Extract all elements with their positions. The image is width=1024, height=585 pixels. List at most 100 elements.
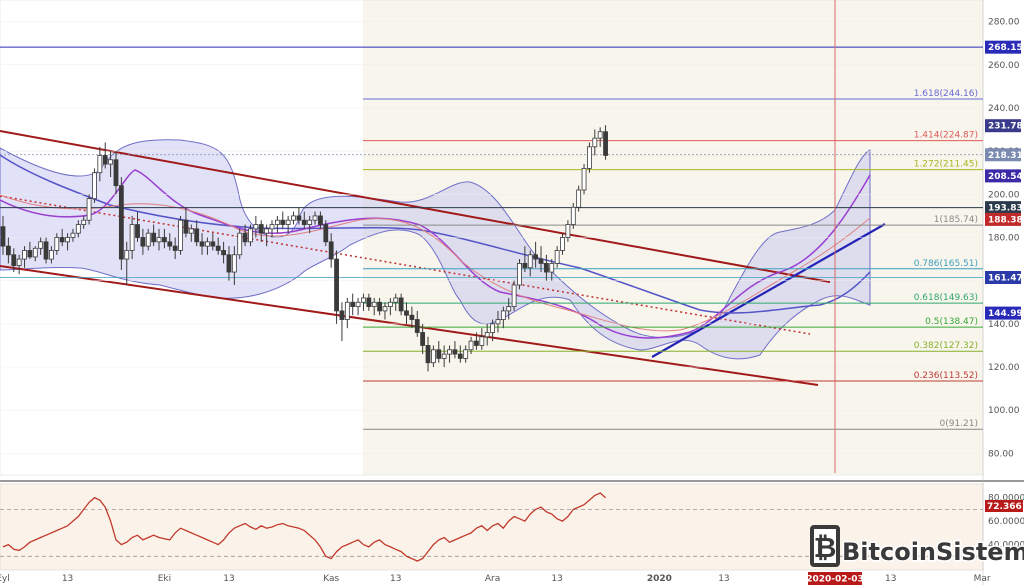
candle-down bbox=[172, 245, 178, 251]
price-badge bbox=[985, 40, 1021, 54]
rsi-last-badge bbox=[985, 500, 1023, 512]
candle-down bbox=[226, 254, 232, 273]
fib-level-label: 0(91.21) bbox=[939, 419, 978, 429]
logo-text: BitcoinSistemi bbox=[842, 538, 1024, 566]
candle-up bbox=[495, 319, 501, 325]
candle-up bbox=[581, 168, 587, 191]
time-tick-label: 2020 bbox=[647, 574, 672, 584]
price-badge-label: 193.83 bbox=[988, 204, 1023, 214]
candle-up bbox=[597, 131, 603, 139]
candle-up bbox=[108, 159, 113, 165]
price-tick-label: 240.00 bbox=[988, 104, 1020, 114]
candle-down bbox=[0, 226, 6, 247]
moving-average-fast bbox=[0, 169, 871, 339]
candle-up bbox=[570, 206, 576, 225]
candle-up bbox=[549, 263, 555, 273]
price-badge bbox=[985, 271, 1021, 285]
candle-up bbox=[371, 301, 377, 307]
candle-up bbox=[231, 254, 237, 273]
uptrend-line bbox=[651, 223, 886, 358]
candle-up bbox=[291, 215, 296, 221]
rsi-last-label: 72.3661 bbox=[987, 502, 1024, 512]
fibonacci-levels: 1.618(244.16) 1.414(224.87) 1.272(211.45) 1… bbox=[0, 46, 983, 430]
candle-down bbox=[215, 245, 221, 251]
candle-down bbox=[242, 232, 248, 243]
candle-down bbox=[457, 353, 463, 359]
candle-down bbox=[59, 237, 65, 243]
candle-up bbox=[86, 198, 92, 221]
candle-up bbox=[205, 241, 210, 247]
candle-down bbox=[366, 297, 372, 307]
candle-up bbox=[129, 224, 135, 251]
candle-up bbox=[382, 306, 388, 312]
price-badge-label: 231.78 bbox=[988, 122, 1023, 132]
time-tick-label: Ara bbox=[485, 574, 500, 584]
price-badge-label: 218.31 bbox=[988, 151, 1023, 161]
logo-mark bbox=[810, 525, 840, 567]
price-tick-label: 80.00 bbox=[988, 449, 1014, 459]
candle-up bbox=[145, 232, 151, 247]
candle-up bbox=[65, 237, 70, 243]
candle-up bbox=[178, 219, 183, 251]
channel-lower-line bbox=[0, 265, 819, 386]
candle-up bbox=[463, 349, 469, 359]
fib-level-label: 1.414(224.87) bbox=[914, 131, 978, 141]
moving-average-red bbox=[0, 194, 871, 332]
candle-down bbox=[436, 349, 442, 359]
candle-up bbox=[49, 250, 54, 260]
candle-down bbox=[161, 237, 167, 243]
candle-up bbox=[592, 137, 598, 148]
time-tick-label: 13 bbox=[885, 574, 896, 584]
candle-up bbox=[97, 155, 103, 174]
candle-down bbox=[452, 349, 458, 355]
candle-up bbox=[490, 323, 495, 333]
candle-up bbox=[274, 219, 280, 225]
rsi-tick-label: 80.0000 bbox=[988, 494, 1024, 504]
candle-up bbox=[387, 301, 393, 307]
time-tick-label: 13 bbox=[390, 574, 401, 584]
price-badge bbox=[985, 148, 1021, 162]
candle-down bbox=[328, 241, 334, 260]
candle-up bbox=[248, 228, 253, 243]
price-badge-label: 161.47 bbox=[988, 274, 1023, 284]
candle-down bbox=[27, 250, 33, 258]
candle-up bbox=[565, 224, 571, 238]
price-badge bbox=[985, 201, 1021, 215]
candle-up bbox=[344, 301, 350, 320]
channel-mid-dotted-line bbox=[0, 195, 811, 335]
candle-down bbox=[118, 185, 124, 260]
candle-up bbox=[264, 228, 270, 234]
price-badge-label: 208.54 bbox=[988, 172, 1023, 182]
candle-down bbox=[323, 224, 329, 243]
fib-level-label: 0.618(149.63) bbox=[914, 293, 978, 303]
candle-up bbox=[312, 215, 318, 221]
candle-up bbox=[430, 349, 436, 364]
candle-down bbox=[522, 263, 528, 269]
date-marker-label: 2020-02-03 bbox=[806, 575, 864, 585]
candle-up bbox=[188, 228, 194, 234]
time-tick-label: Mar bbox=[974, 574, 991, 584]
time-tick-label: Eyl bbox=[0, 574, 10, 584]
candle-down bbox=[5, 245, 11, 256]
candle-up bbox=[92, 172, 97, 200]
candle-up bbox=[447, 349, 452, 355]
candle-up bbox=[253, 224, 259, 230]
candle-down bbox=[221, 250, 226, 256]
candle-up bbox=[500, 310, 506, 320]
candle-up bbox=[355, 301, 361, 307]
candle-down bbox=[296, 215, 302, 221]
candle-down bbox=[339, 310, 345, 320]
logo-mark-glyph: ₿ bbox=[814, 531, 837, 564]
candle-up bbox=[16, 258, 22, 266]
time-tick-label: Eki bbox=[158, 574, 171, 584]
candle-down bbox=[543, 263, 549, 273]
price-badge-label: 188.38 bbox=[988, 215, 1023, 225]
candles bbox=[0, 125, 608, 372]
price-badge bbox=[985, 169, 1021, 183]
candle-down bbox=[474, 340, 479, 346]
candle-down bbox=[135, 224, 140, 238]
candle-down bbox=[398, 297, 404, 312]
price-badge-label: 268.15 bbox=[988, 43, 1023, 53]
